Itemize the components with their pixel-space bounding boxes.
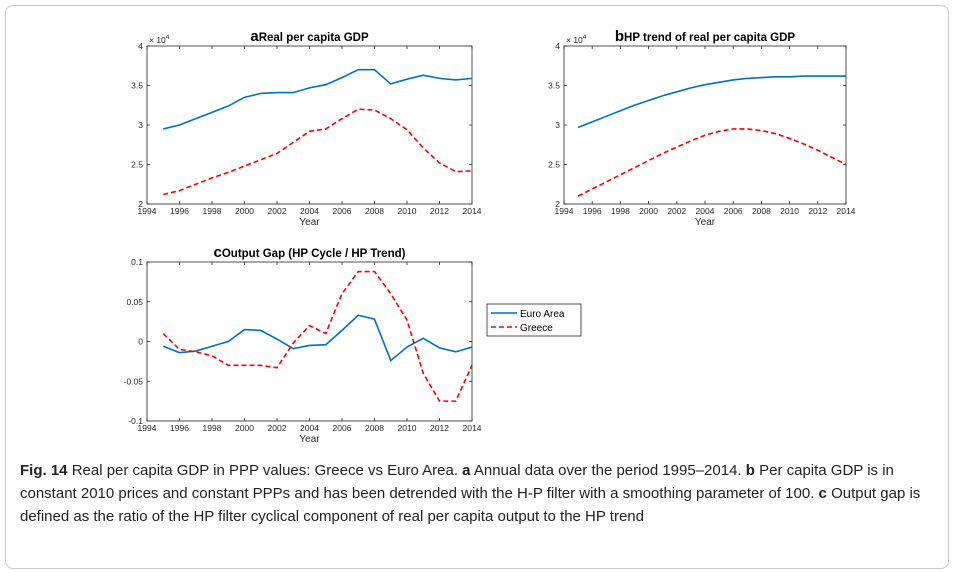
caption-panel-label: b <box>745 462 755 479</box>
plot: 1994 1996 1998 2000 2002 2004 2006 2008 2010 2012… <box>124 244 482 445</box>
series-line <box>162 270 473 402</box>
x-tick-label: 2004 <box>300 423 319 433</box>
x-tick-label: 2014 <box>463 206 482 216</box>
plot-area <box>146 261 473 422</box>
x-tick-label: 2010 <box>780 206 799 216</box>
x-tick-label: 1994 <box>138 206 157 216</box>
caption-panel-label: a <box>462 462 471 479</box>
x-tick-label: 2006 <box>333 206 352 216</box>
y-tick-label: 0.1 <box>131 257 143 267</box>
multiplier-base: × 10 <box>149 35 166 45</box>
y-tick-label: 0.05 <box>126 297 143 307</box>
x-tick-label: 2000 <box>235 206 254 216</box>
x-tick-label: 2010 <box>398 206 417 216</box>
plot: 1994 1996 1998 2000 2002 2004 2006 2008 2010 2012… <box>548 28 856 228</box>
figure-frame: 1994 1996 1998 2000 2002 2004 2006 2008 2010 2012… <box>5 5 949 569</box>
y-tick-label: 4 <box>555 41 560 51</box>
caption-text: Annual data over the period 1995–2014. <box>473 462 742 479</box>
series-line <box>162 314 473 362</box>
x-tick-label: 2004 <box>300 206 319 216</box>
caption-text: Real per capita GDP in PPP values: Greec… <box>71 462 458 479</box>
x-tick-label: 2002 <box>268 206 287 216</box>
figure: 1994 1996 1998 2000 2002 2004 2006 2008 2010 2012… <box>124 28 856 445</box>
plot-area <box>563 45 847 205</box>
y-tick-label: 3 <box>138 120 143 130</box>
multiplier-exponent: 4 <box>583 34 587 41</box>
chart-title: bHP trend of real per capita GDP <box>615 28 796 45</box>
x-tick-label: 2002 <box>667 206 686 216</box>
title-text: HP trend of real per capita GDP <box>624 32 795 44</box>
caption: Fig. 14 Real per capita GDP in PPP value… <box>20 459 940 528</box>
x-tick-label: 1998 <box>203 423 222 433</box>
x-tick-label: 2008 <box>365 423 384 433</box>
panel-label: b <box>615 28 624 45</box>
x-tick-label: 1998 <box>203 206 222 216</box>
title-text: Output Gap (HP Cycle / HP Trend) <box>222 248 406 260</box>
multiplier-base: × 10 <box>566 35 583 45</box>
chart-title: aReal per capita GDP <box>250 28 369 45</box>
plot-area <box>146 45 473 205</box>
x-tick-label: 1996 <box>583 206 602 216</box>
x-tick-label: 1996 <box>170 423 189 433</box>
x-tick-label: 1994 <box>138 423 157 433</box>
x-tick-label: 2014 <box>463 423 482 433</box>
x-tick-label: 2008 <box>752 206 771 216</box>
x-axis-label: Year <box>299 217 320 228</box>
y-tick-label: 2 <box>555 199 560 209</box>
x-tick-label: 2004 <box>696 206 715 216</box>
y-tick-label: 2.5 <box>548 160 560 170</box>
series-line <box>163 68 473 130</box>
caption-text: Output gap is defined as the ratio of th… <box>20 485 921 525</box>
y-tick-label: 3.5 <box>131 81 143 91</box>
y-tick-label: 2 <box>138 199 143 209</box>
caption-text: Per capita GDP is in constant 2010 price… <box>20 462 894 502</box>
caption-panel-label: c <box>818 485 827 502</box>
x-tick-label: 2008 <box>365 206 384 216</box>
x-tick-label: 2006 <box>333 423 352 433</box>
x-tick-label: 2002 <box>268 423 287 433</box>
legend-box <box>486 303 582 337</box>
y-tick-label: 3.5 <box>548 81 560 91</box>
x-tick-label: 2006 <box>724 206 743 216</box>
series-line <box>577 75 846 129</box>
x-tick-label: 1996 <box>170 206 189 216</box>
title-text: Real per capita GDP <box>259 32 369 44</box>
y-tick-label: 4 <box>138 41 143 51</box>
y-tick-label: -0.1 <box>128 416 143 426</box>
caption-label: Fig. 14 <box>20 462 68 479</box>
x-axis-label: Year <box>695 217 716 228</box>
legend-label: Euro Area <box>520 309 565 320</box>
y-tick-label: -0.05 <box>124 376 144 386</box>
y-tick-label: 3 <box>555 120 560 130</box>
multiplier-exponent: 4 <box>166 34 170 41</box>
plot: 1994 1996 1998 2000 2002 2004 2006 2008 2010 2012… <box>131 28 482 228</box>
x-tick-label: 2012 <box>430 423 449 433</box>
chart-title: cOutput Gap (HP Cycle / HP Trend) <box>214 244 406 261</box>
series-line <box>577 128 847 197</box>
y-tick-label: 2.5 <box>131 160 143 170</box>
x-tick-label: 1998 <box>611 206 630 216</box>
y-multiplier: × 104 <box>149 34 170 45</box>
x-tick-label: 2000 <box>639 206 658 216</box>
x-tick-label: 1994 <box>555 206 574 216</box>
x-tick-label: 2012 <box>430 206 449 216</box>
legend-label: Greece <box>520 323 553 334</box>
y-multiplier: × 104 <box>566 34 587 45</box>
y-tick-label: 0 <box>138 337 143 347</box>
series-line <box>163 108 473 196</box>
legend: Euro Area Greece <box>486 303 582 337</box>
panel-label: c <box>214 244 222 261</box>
x-tick-label: 2012 <box>808 206 827 216</box>
x-tick-label: 2010 <box>398 423 417 433</box>
x-tick-label: 2014 <box>837 206 856 216</box>
x-axis-label: Year <box>299 434 320 445</box>
x-tick-label: 2000 <box>235 423 254 433</box>
panel-label: a <box>250 28 259 45</box>
